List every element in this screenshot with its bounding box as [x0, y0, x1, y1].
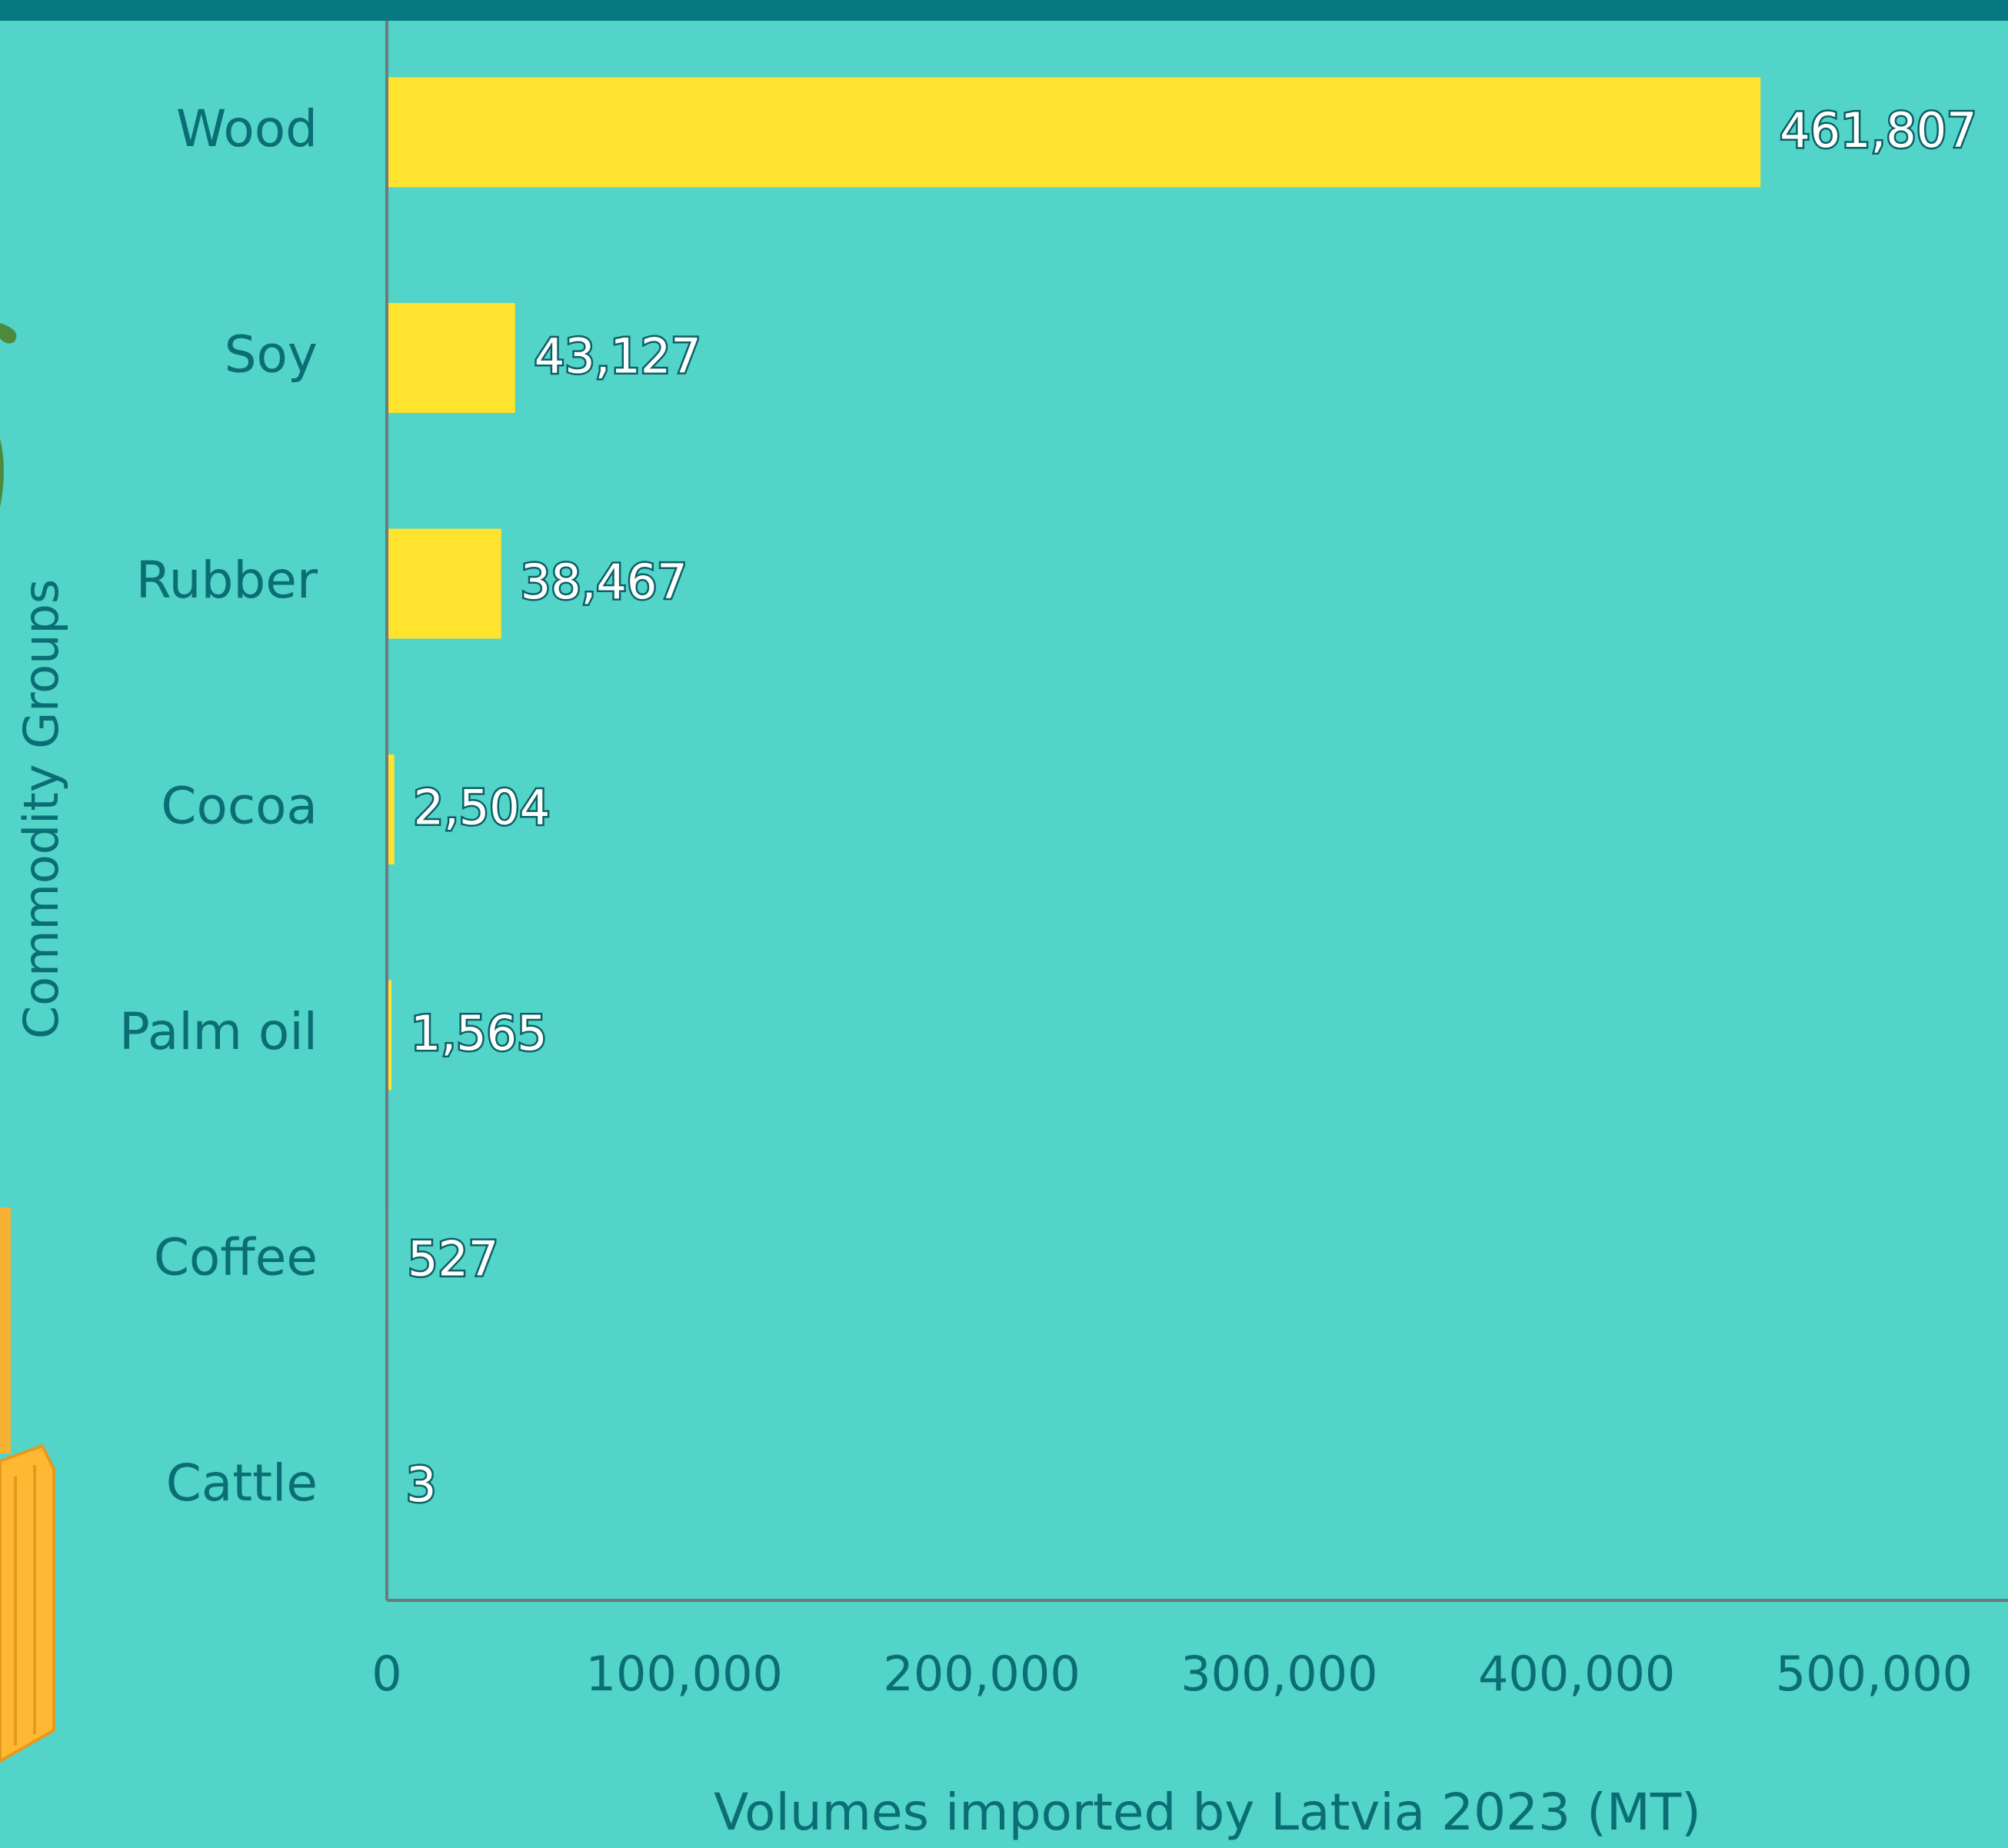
y-tick-label: Palm oil [119, 1002, 318, 1061]
value-label: 3 [406, 1457, 436, 1513]
x-tick-label: 0 [371, 1646, 401, 1702]
bar [387, 77, 1761, 188]
y-tick-label: Rubber [136, 551, 318, 610]
y-tick-label: Wood [176, 99, 318, 158]
y-tick-label: Soy [225, 325, 318, 385]
value-label: 1,565 [411, 1005, 548, 1061]
y-axis-title: Commodity Groups [13, 579, 69, 1039]
bar [387, 980, 392, 1090]
bar [387, 303, 515, 413]
x-tick-label: 200,000 [883, 1646, 1080, 1702]
x-tick-label: 500,000 [1776, 1646, 1973, 1702]
x-tick-label: 400,000 [1478, 1646, 1675, 1702]
top-bar [0, 0, 2008, 21]
y-tick-label: Cocoa [161, 777, 318, 836]
bar [387, 528, 501, 639]
value-label: 527 [408, 1231, 498, 1287]
x-axis-title: Volumes imported by Latvia 2023 (MT) [714, 1783, 1701, 1842]
crate-decoration [0, 1207, 55, 1763]
value-label: 38,467 [521, 554, 688, 610]
y-tick-label: Coffee [154, 1228, 318, 1287]
x-tick-label: 100,000 [586, 1646, 783, 1702]
leaf-decoration [0, 323, 17, 508]
value-label: 43,127 [534, 328, 701, 385]
value-label: 461,807 [1780, 102, 1976, 158]
value-label: 2,504 [414, 780, 551, 836]
y-tick-label: Cattle [166, 1453, 318, 1513]
bar [387, 754, 395, 864]
x-tick-label: 300,000 [1180, 1646, 1377, 1702]
